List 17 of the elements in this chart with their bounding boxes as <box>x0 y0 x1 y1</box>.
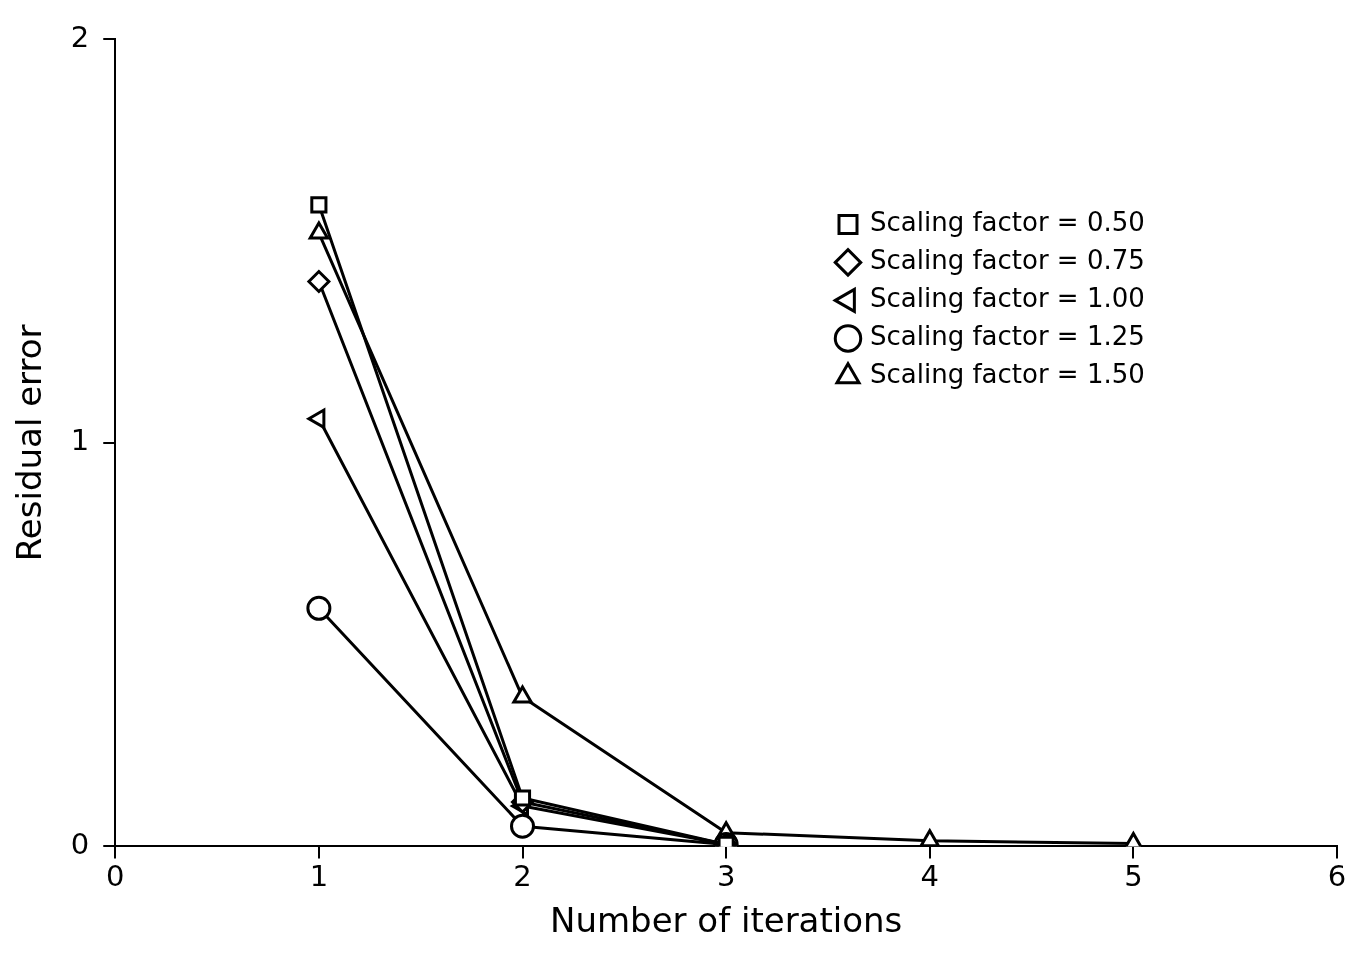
x-tick-label: 5 <box>1124 859 1143 894</box>
legend-label: Scaling factor = 0.75 <box>870 245 1145 276</box>
x-tick-label: 4 <box>920 859 939 894</box>
legend-label: Scaling factor = 1.25 <box>870 321 1145 352</box>
y-tick-label: 0 <box>70 826 90 861</box>
legend-label: Scaling factor = 1.00 <box>870 283 1145 314</box>
x-axis-title: Number of iterations <box>549 900 903 941</box>
legend-label: Scaling factor = 1.50 <box>870 359 1145 390</box>
x-tick-label: 2 <box>513 859 532 894</box>
y-tick-label: 2 <box>70 19 90 54</box>
y-axis-title: Residual error <box>9 324 50 562</box>
y-tick-label: 1 <box>70 423 90 458</box>
x-tick-label: 3 <box>716 859 736 894</box>
x-tick-label: 6 <box>1327 859 1347 894</box>
x-tick-label: 1 <box>309 859 329 894</box>
x-tick-label: 0 <box>106 859 125 894</box>
legend-label: Scaling factor = 0.50 <box>870 207 1145 238</box>
